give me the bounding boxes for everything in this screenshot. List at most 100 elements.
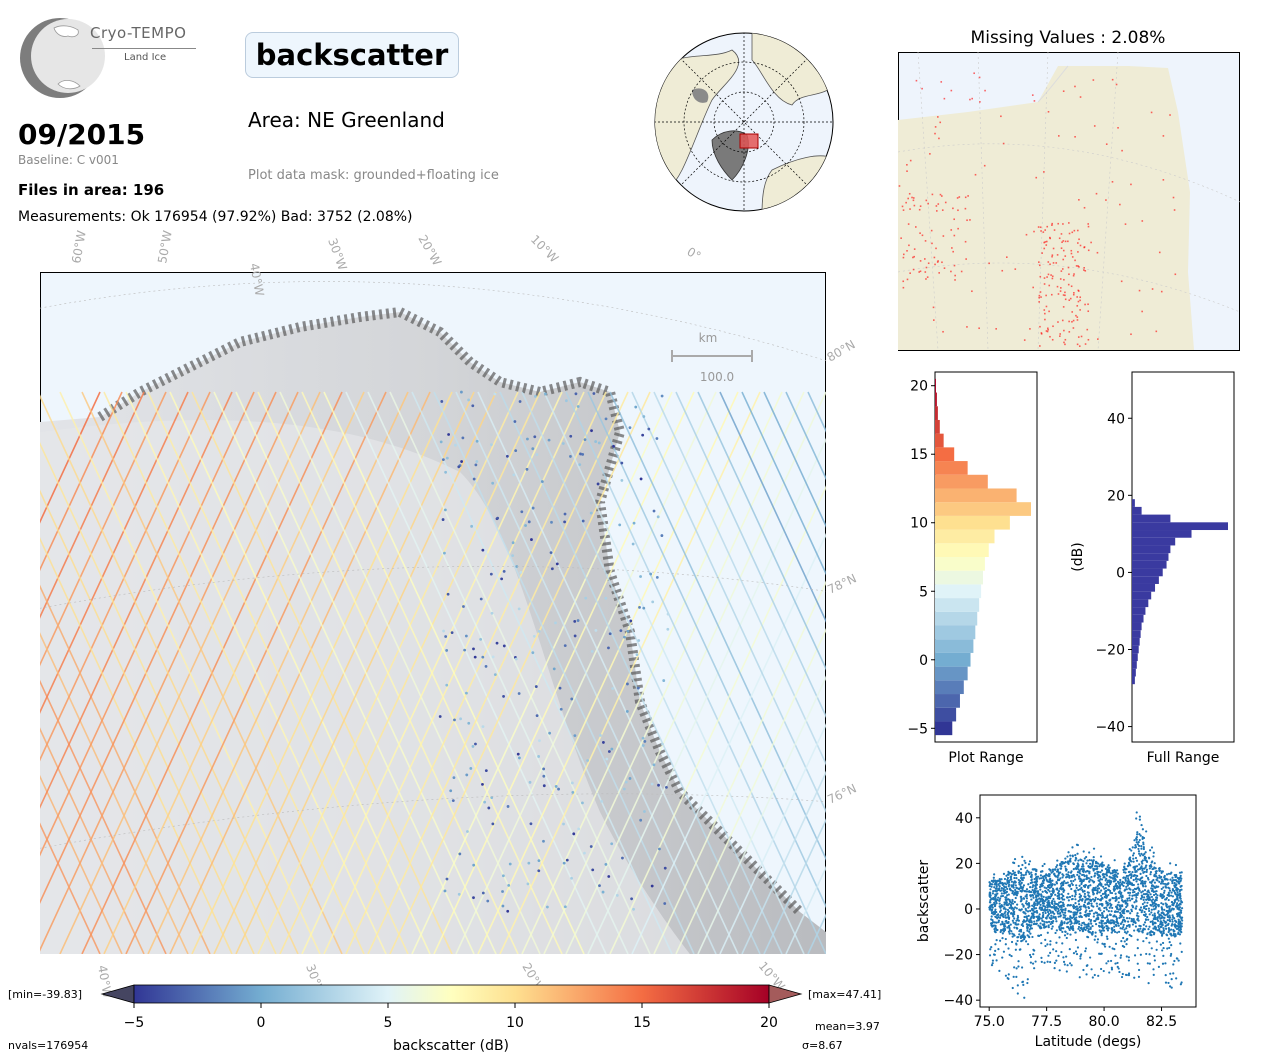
track-point: [481, 782, 484, 786]
track-point: [518, 756, 521, 760]
scatter-point: [1153, 862, 1156, 865]
missing-point: [1051, 277, 1054, 280]
scatter-point: [1007, 921, 1010, 924]
missing-point: [1071, 256, 1074, 258]
track-point: [474, 742, 477, 746]
scatter-point: [1066, 881, 1069, 884]
track-line: [609, 391, 826, 861]
scatter-point: [1155, 872, 1158, 875]
track-point: [642, 606, 646, 610]
missing-point: [942, 235, 945, 237]
scatter-point: [1071, 897, 1074, 901]
scatter-point: [1069, 904, 1072, 907]
scatter-point: [1036, 902, 1039, 906]
scatter-point: [1082, 968, 1085, 972]
scatter-point: [1001, 881, 1004, 885]
scatter-point: [1175, 875, 1178, 878]
scatter-point: [1074, 898, 1077, 901]
missing-point: [1078, 238, 1080, 241]
scatter-point: [1101, 924, 1104, 927]
missing-point: [1162, 179, 1165, 181]
scatter-point: [1098, 929, 1101, 932]
scatter-point: [1106, 937, 1109, 940]
scatter-point: [1152, 890, 1155, 893]
scatter-point: [1166, 915, 1169, 918]
scatter-point: [1102, 864, 1105, 867]
missing-point: [1043, 277, 1046, 279]
scatter-point: [1041, 870, 1044, 873]
scatter-point: [1021, 939, 1024, 942]
scatter-point: [1145, 864, 1148, 867]
scatter-point: [1118, 891, 1121, 895]
scatter-point: [1000, 878, 1003, 881]
scatter-point: [1076, 907, 1079, 910]
scatter-point: [1066, 918, 1069, 921]
scatter-point: [1076, 852, 1079, 855]
scatter-point: [1110, 910, 1113, 913]
scatter-point: [1143, 901, 1146, 904]
scatter-point: [1039, 922, 1042, 925]
scatter-point: [1011, 919, 1014, 922]
scatter-point: [1121, 927, 1124, 930]
track-point: [469, 767, 473, 770]
missing-point: [1052, 247, 1055, 250]
track-point: [631, 542, 635, 546]
scatter-point: [1154, 916, 1157, 919]
missing-point: [1040, 333, 1043, 335]
missing-point: [1173, 209, 1176, 211]
scatter-point: [1029, 886, 1032, 889]
track-point: [461, 436, 465, 440]
scatter-point: [1162, 954, 1165, 957]
track-point: [514, 657, 518, 661]
scatter-point: [1082, 850, 1085, 853]
scatter-point: [1096, 870, 1099, 873]
scatter-point: [1135, 841, 1138, 844]
scatter-point: [1104, 890, 1107, 893]
scatter-point: [1119, 927, 1122, 930]
missing-point: [1038, 294, 1041, 297]
scatter-point: [1169, 972, 1172, 975]
scatter-point: [1069, 918, 1072, 921]
scatter-point: [1080, 859, 1083, 862]
scatter-point: [1040, 893, 1043, 896]
scatter-point: [1080, 882, 1083, 886]
track-point: [636, 686, 640, 690]
scatter-point: [1053, 904, 1056, 907]
missing-point: [1062, 223, 1064, 225]
missing-point: [1061, 241, 1063, 244]
scatter-point: [1132, 878, 1135, 882]
scatter-point: [1178, 871, 1182, 874]
scatter-point: [1045, 874, 1048, 877]
missing-point: [918, 271, 920, 273]
scatter-point: [1144, 851, 1147, 854]
scatter-point: [1081, 863, 1084, 866]
missing-point: [1121, 149, 1123, 152]
track-point: [562, 822, 565, 826]
scatter-point: [1006, 873, 1010, 876]
scatter-point: [1119, 887, 1122, 890]
scatter-point: [1010, 878, 1013, 881]
histogram-bar: [935, 378, 936, 393]
missing-point: [1084, 343, 1087, 345]
scatter-point: [1152, 973, 1155, 976]
scatter-point: [1126, 877, 1130, 880]
scatter-point: [1120, 975, 1124, 979]
scatter-point: [1083, 875, 1086, 878]
scatter-point: [1022, 935, 1025, 938]
missing-point: [1057, 321, 1059, 323]
scatter-point: [1106, 919, 1109, 923]
missing-point: [952, 207, 954, 210]
scatter-point: [1062, 913, 1065, 916]
missing-point: [1056, 254, 1059, 256]
colorbar-tick-label: 10: [506, 1015, 524, 1031]
scatter-point: [1085, 973, 1088, 976]
scatter-point: [1118, 916, 1121, 919]
scatter-point: [1076, 911, 1079, 914]
track-line: [40, 584, 211, 954]
scatter-point: [1043, 908, 1047, 911]
track-point: [537, 630, 541, 633]
missing-point: [906, 170, 908, 172]
scatter-point: [1125, 924, 1129, 928]
missing-values-title: Missing Values : 2.08%: [970, 28, 1166, 48]
scatter-point: [1164, 981, 1168, 984]
